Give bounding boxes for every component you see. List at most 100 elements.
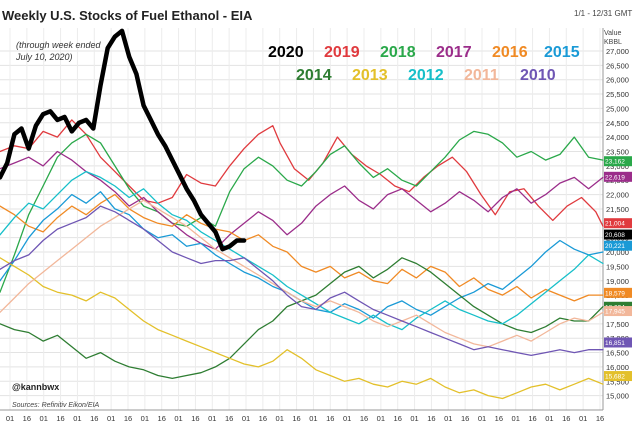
- value-label-text: 20,221: [605, 243, 625, 250]
- x-tick-label: 01: [276, 414, 284, 423]
- legend-entry-2011: 2011: [464, 67, 499, 84]
- series-line-2016: [0, 193, 604, 302]
- x-tick-label: 16: [56, 414, 64, 423]
- x-tick-label: 16: [360, 414, 368, 423]
- x-tick-label: 16: [326, 414, 334, 423]
- value-label: 15,682: [604, 371, 632, 382]
- x-tick-label: 16: [461, 414, 469, 423]
- value-label-text: 23,162: [605, 159, 625, 166]
- value-labels: 23,16222,61921,00420,60820,22118,57918,0…: [604, 156, 632, 382]
- value-label: 16,851: [604, 337, 632, 348]
- legend-entry-2020: 2020: [268, 44, 304, 61]
- x-tick-label: 01: [40, 414, 48, 423]
- value-label: 22,619: [604, 171, 632, 182]
- x-tick-label: 01: [107, 414, 115, 423]
- y-tick-label: 21,500: [606, 205, 629, 214]
- value-label-badge: [604, 229, 632, 240]
- date-range: 1/1 - 12/31 GMT: [574, 9, 632, 18]
- legend-entry-2014: 2014: [296, 67, 332, 84]
- value-label-text: 17,945: [605, 309, 625, 316]
- series-line-2012: [0, 170, 604, 331]
- legend-entry-2018: 2018: [380, 44, 416, 61]
- x-tick-label: 16: [124, 414, 132, 423]
- x-tick-label: 01: [377, 414, 385, 423]
- value-label-text: 21,004: [605, 221, 625, 228]
- legend-entry-2017: 2017: [436, 44, 472, 61]
- x-tick-label: 16: [596, 414, 604, 423]
- value-label-text: 20,608: [605, 232, 625, 239]
- x-tick-label: 01: [309, 414, 317, 423]
- series-line-2018: [0, 130, 604, 293]
- x-tick-label: 16: [259, 414, 267, 423]
- y-tick-label: 19,500: [606, 262, 629, 271]
- x-tick-label: 16: [562, 414, 570, 423]
- series-line-2020: [0, 28, 247, 252]
- x-tick-label: 01: [512, 414, 520, 423]
- y-tick-label: 19,000: [606, 277, 629, 286]
- value-label-badge: [604, 337, 632, 348]
- series-line-2019: [0, 119, 604, 227]
- value-label-text: 18,579: [605, 290, 625, 297]
- x-tick-label: 16: [191, 414, 199, 423]
- value-label-text: 15,682: [605, 374, 625, 381]
- y-tick-label: 27,000: [606, 47, 629, 56]
- x-axis: 01 16 01 16 01 16 01 16 01 16 01 16 01 16 01 16 01 16 01 16…: [6, 414, 604, 423]
- x-tick-label: 01: [174, 414, 182, 423]
- y-axis-label-line-1: Value: [604, 30, 621, 37]
- y-tick-label: 22,000: [606, 191, 629, 200]
- x-tick-label: 01: [343, 414, 351, 423]
- source-note: Sources: Refinitiv Eikon/EIA: [12, 402, 99, 409]
- value-label: 20,608: [604, 229, 632, 240]
- twitter-handle: @kannbwx: [12, 382, 59, 392]
- legend-entry-2015: 2015: [544, 44, 580, 61]
- y-tick-label: 16,000: [606, 363, 629, 372]
- y-tick-label: 23,000: [606, 162, 629, 171]
- x-tick-label: 01: [579, 414, 587, 423]
- y-tick-label: 26,000: [606, 76, 629, 85]
- x-tick-label: 01: [73, 414, 81, 423]
- legend-entry-2010: 2010: [520, 67, 556, 84]
- y-tick-label: 26,500: [606, 61, 629, 70]
- value-label-badge: [604, 240, 632, 251]
- y-tick-label: 24,500: [606, 119, 629, 128]
- x-tick-label: 16: [394, 414, 402, 423]
- y-tick-label: 24,000: [606, 133, 629, 142]
- legend: 2020 2019 2018 2017 2016 2015 2014 2013 2012 2011…: [268, 44, 580, 84]
- series-line-2017: [0, 150, 604, 250]
- x-tick-label: 01: [545, 414, 553, 423]
- y-tick-label: 25,000: [606, 104, 629, 113]
- value-label-badge: [604, 218, 632, 229]
- value-label-badge: [604, 171, 632, 182]
- x-tick-label: 16: [292, 414, 300, 423]
- value-label: 17,945: [604, 306, 632, 317]
- series-layer: [0, 28, 604, 400]
- series-line-2011: [0, 199, 604, 348]
- y-tick-label: 15,000: [606, 392, 629, 401]
- x-tick-label: 16: [427, 414, 435, 423]
- y-tick-label: 17,500: [606, 320, 629, 329]
- legend-entry-2012: 2012: [408, 67, 444, 84]
- chart-title: Weekly U.S. Stocks of Fuel Ethanol - EIA: [2, 8, 253, 23]
- x-tick-label: 01: [478, 414, 486, 423]
- y-tick-label: 15,500: [606, 377, 629, 386]
- x-tick-label: 01: [6, 414, 14, 423]
- x-tick-label: 16: [158, 414, 166, 423]
- value-label-badge: [604, 371, 632, 382]
- value-label: 20,221: [604, 240, 632, 251]
- value-label: 18,579: [604, 287, 632, 298]
- value-label-badge: [604, 287, 632, 298]
- y-tick-label: 25,500: [606, 90, 629, 99]
- x-tick-label: 01: [208, 414, 216, 423]
- series-line-2013: [0, 257, 604, 400]
- value-label-text: 22,619: [605, 174, 625, 181]
- value-label: 23,162: [604, 156, 632, 167]
- legend-entry-2013: 2013: [352, 67, 388, 84]
- value-label-badge: [604, 156, 632, 167]
- y-tick-label: 23,500: [606, 148, 629, 157]
- x-tick-label: 16: [495, 414, 503, 423]
- x-tick-label: 16: [225, 414, 233, 423]
- x-tick-label: 01: [444, 414, 452, 423]
- series-line-2010: [0, 205, 604, 357]
